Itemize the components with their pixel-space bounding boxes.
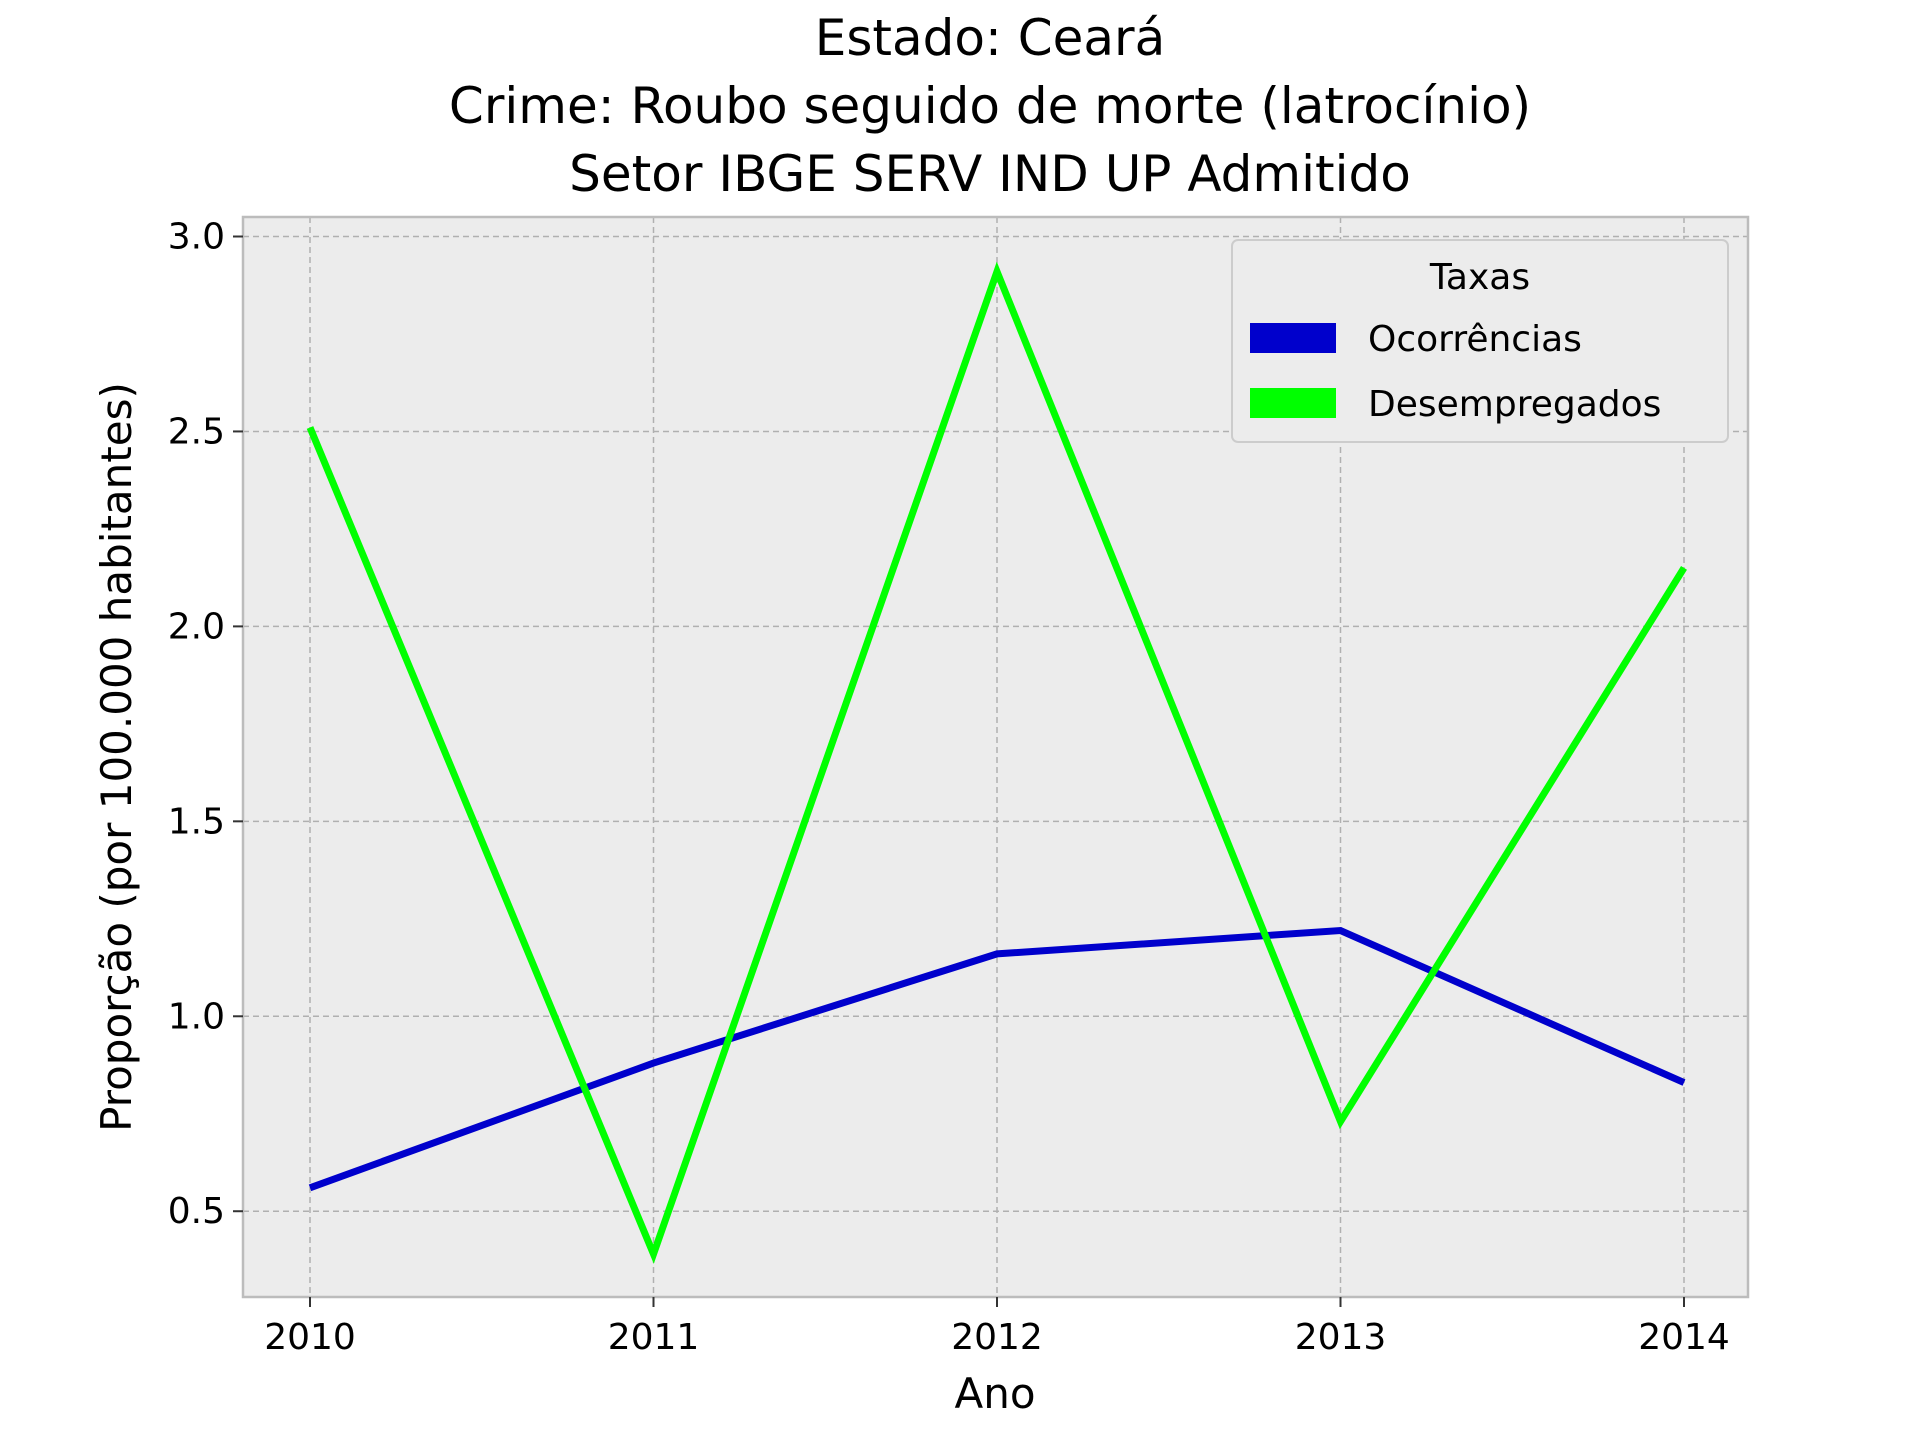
x-tick-label-2010: 2010 — [264, 1317, 356, 1358]
legend-label-ocorrencias: Ocorrências — [1368, 319, 1582, 360]
x-axis-ticks: 2010 2011 2012 2013 2014 — [264, 1297, 1730, 1358]
y-axis-ticks: 0.5 1.0 1.5 2.0 2.5 3.0 — [168, 216, 243, 1232]
x-tick-label-2014: 2014 — [1638, 1317, 1730, 1358]
series-line-ocorrencias — [308, 926, 1686, 1192]
y-tick-label-1.0: 1.0 — [168, 996, 225, 1037]
series-line-desempregados — [306, 261, 1687, 1264]
y-tick-label-0.5: 0.5 — [168, 1191, 225, 1232]
x-axis-label: Ano — [954, 1369, 1035, 1418]
legend-label-desempregados: Desempregados — [1368, 384, 1661, 425]
y-tick-label-1.5: 1.5 — [168, 801, 225, 842]
x-tick-label-2013: 2013 — [1295, 1317, 1387, 1358]
y-tick-label-2.5: 2.5 — [168, 411, 225, 452]
chart-title-line-3: Setor IBGE SERV IND UP Admitido — [569, 145, 1411, 203]
chart-title-line-1: Estado: Ceará — [815, 9, 1165, 67]
x-tick-label-2011: 2011 — [608, 1317, 700, 1358]
legend-swatch-desempregados — [1250, 388, 1336, 418]
y-tick-label-3.0: 3.0 — [168, 216, 225, 257]
plot-frame — [241, 215, 1750, 1299]
legend: Taxas Ocorrências Desempregados — [1231, 239, 1729, 443]
x-tick-label-2012: 2012 — [951, 1317, 1043, 1358]
y-tick-label-2.0: 2.0 — [168, 606, 225, 647]
chart-title-line-2: Crime: Roubo seguido de morte (latrocíni… — [449, 77, 1531, 135]
series-lines — [306, 261, 1687, 1264]
legend-box — [1231, 239, 1729, 443]
y-axis-label: Proporção (por 100.000 habitantes) — [92, 382, 141, 1132]
legend-swatch-ocorrencias — [1250, 323, 1336, 353]
legend-title: Taxas — [1429, 257, 1530, 298]
